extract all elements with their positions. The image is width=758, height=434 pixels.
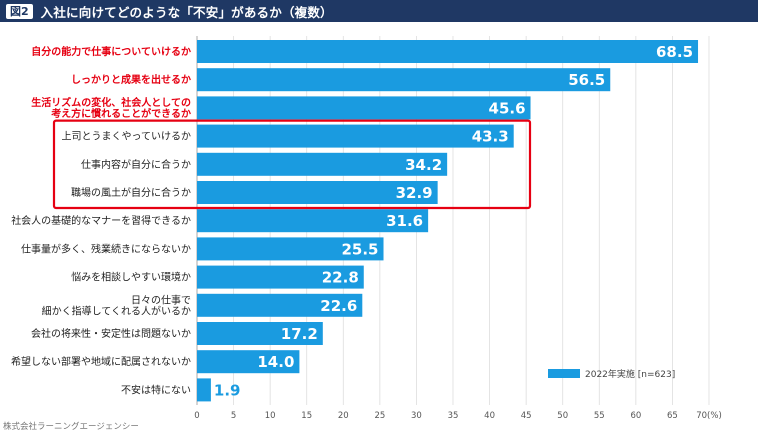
category-label-12: 不安は特にない	[121, 383, 191, 396]
category-label-3: 上司とうまくやっていけるか	[62, 131, 192, 143]
x-tick-label-5: 5	[231, 411, 236, 421]
x-tick-label-0: 0	[194, 411, 199, 421]
value-label-12: 1.9	[214, 381, 241, 399]
x-tick-label-50: 50	[557, 411, 568, 421]
bar-6	[197, 209, 429, 233]
legend-swatch	[548, 369, 580, 378]
x-tick-label-15: 15	[301, 411, 312, 421]
category-label-9-line-0: 日々の仕事で	[131, 293, 191, 306]
bar-9	[197, 293, 363, 317]
bar-7	[197, 237, 384, 261]
value-label-2: 45.6	[489, 99, 526, 117]
category-label-8: 悩みを相談しやすい環境か	[71, 271, 191, 284]
category-label-2-line-0: 生活リズムの変化、社会人としての	[31, 96, 191, 109]
category-label-1: しっかりと成果を出せるか	[71, 73, 191, 86]
value-label-0: 68.5	[656, 43, 693, 61]
bar-2	[197, 96, 531, 120]
x-tick-label-40: 40	[484, 411, 495, 421]
category-label-0: 自分の能力で仕事についていけるか	[31, 45, 191, 58]
value-label-1: 56.5	[568, 71, 605, 89]
x-tick-label-10: 10	[265, 411, 276, 421]
x-tick-label-70: 70(%)	[696, 411, 722, 421]
bar-3	[197, 124, 514, 148]
value-label-7: 25.5	[341, 240, 378, 258]
bar-5	[197, 181, 438, 204]
x-tick-label-30: 30	[411, 411, 422, 421]
bar-4	[197, 152, 448, 176]
value-label-5: 32.9	[396, 184, 433, 202]
x-tick-label-60: 60	[630, 411, 641, 421]
category-label-7: 仕事量が多く、残業続きにならないか	[21, 242, 191, 255]
x-tick-label-45: 45	[521, 411, 532, 421]
value-label-11: 14.0	[257, 353, 294, 371]
value-label-6: 31.6	[386, 212, 423, 230]
x-tick-label-25: 25	[374, 411, 385, 421]
bar-12	[197, 378, 211, 402]
x-tick-label-65: 65	[667, 411, 678, 421]
category-label-2-line-1: 考え方に慣れることができるか	[51, 107, 191, 120]
value-label-8: 22.8	[322, 269, 359, 287]
highlight-box	[52, 119, 532, 210]
figure-title: 入社に向けてどのような「不安」があるか（複数）	[40, 4, 333, 20]
value-label-10: 17.2	[281, 325, 318, 343]
value-label-4: 34.2	[405, 156, 442, 174]
x-tick-label-20: 20	[338, 411, 349, 421]
bar-0	[197, 40, 699, 63]
category-label-10: 会社の将来性・安定性は問題ないか	[31, 327, 191, 340]
x-tick-label-55: 55	[594, 411, 605, 421]
category-label-9-line-1: 細かく指導してくれる人がいるか	[42, 304, 191, 317]
bar-10	[197, 322, 323, 345]
bar-1	[197, 68, 611, 92]
source-credit: 株式会社ラーニングエージェンシー	[3, 422, 139, 432]
figure-number-badge: 図2	[6, 3, 33, 19]
bar-8	[197, 265, 364, 289]
category-label-4: 仕事内容が自分に合うか	[81, 158, 191, 171]
category-label-6: 社会人の基礎的なマナーを習得できるか	[11, 214, 191, 227]
x-tick-label-35: 35	[448, 411, 459, 421]
category-label-5: 職場の風土が自分に合うか	[71, 186, 191, 199]
bar-11	[197, 350, 300, 374]
value-label-9: 22.6	[320, 297, 357, 315]
legend-label: 2022年実施 [n=623]	[585, 368, 675, 380]
category-label-11: 希望しない部署や地域に配属されないか	[11, 355, 191, 368]
figure-header: 図2 入社に向けてどのような「不安」があるか（複数）	[0, 0, 758, 22]
value-label-3: 43.3	[472, 128, 509, 146]
